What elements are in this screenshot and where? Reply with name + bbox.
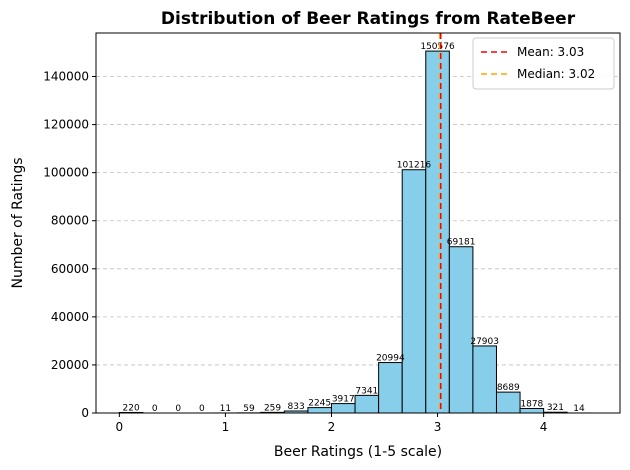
histogram-bar [354,394,380,414]
bar-value-label: 20994 [376,354,405,364]
histogram-bar [495,391,521,414]
y-axis-label: Number of Ratings [10,157,26,288]
bar-value-label: 3917 [332,395,355,405]
bar-value-label: 0 [175,404,181,414]
chart-title: Distribution of Beer Ratings from RateBe… [161,9,576,29]
y-tick-label: 140000 [43,70,89,84]
histogram-bar [472,345,497,414]
bar-value-label: 1878 [520,399,543,409]
legend-label: Mean: 3.03 [517,45,584,59]
y-tick-label: 100000 [43,166,89,180]
bar-value-label: 101216 [397,161,432,171]
bar-value-label: 150576 [420,42,455,52]
histogram-bar [425,50,450,414]
x-tick-label: 2 [328,420,336,434]
histogram-bar [448,246,474,414]
x-tick-label: 0 [116,420,124,434]
histogram-bar [330,403,356,414]
bar-value-label: 14 [573,404,585,414]
x-axis-ticks: 0 1 2 3 4 [116,413,548,434]
bar-value-label: 11 [220,404,231,414]
y-tick-label: 0 [81,406,89,420]
y-tick-label: 60000 [51,262,89,276]
legend-box [472,37,615,90]
grid-lines [96,76,620,414]
bar-value-label: 8689 [497,383,520,393]
y-tick-label: 80000 [51,214,89,228]
bar-value-label: 0 [152,404,158,414]
legend-label: Median: 3.02 [517,67,595,81]
y-axis-ticks: 0 20000 40000 60000 80000 100000 120000 140000 [43,70,96,420]
y-tick-label: 40000 [51,310,89,324]
bars [118,50,592,414]
x-tick-label: 1 [222,420,230,434]
reference-lines [438,33,442,413]
legend: Mean: 3.03 Median: 3.02 [472,37,615,90]
y-tick-label: 20000 [51,358,89,372]
bar-value-label: 220 [123,403,140,413]
bar-value-label: 69181 [447,238,476,248]
bar-value-label: 0 [199,404,205,414]
x-axis-label: Beer Ratings (1-5 scale) [274,444,442,460]
x-tick-label: 3 [434,420,442,434]
bar-value-label: 2245 [308,399,331,409]
histogram-bar [378,362,403,414]
bar-value-label: 7341 [355,386,378,396]
x-tick-label: 4 [540,420,548,434]
y-tick-label: 120000 [43,118,89,132]
bar-value-label: 259 [264,403,281,413]
bar-value-label: 321 [547,403,564,413]
plot-frame [95,32,621,414]
histogram-bar [401,169,427,414]
bar-value-label: 27903 [470,337,499,347]
bar-value-label: 833 [288,402,305,412]
bar-value-label: 59 [243,404,255,414]
